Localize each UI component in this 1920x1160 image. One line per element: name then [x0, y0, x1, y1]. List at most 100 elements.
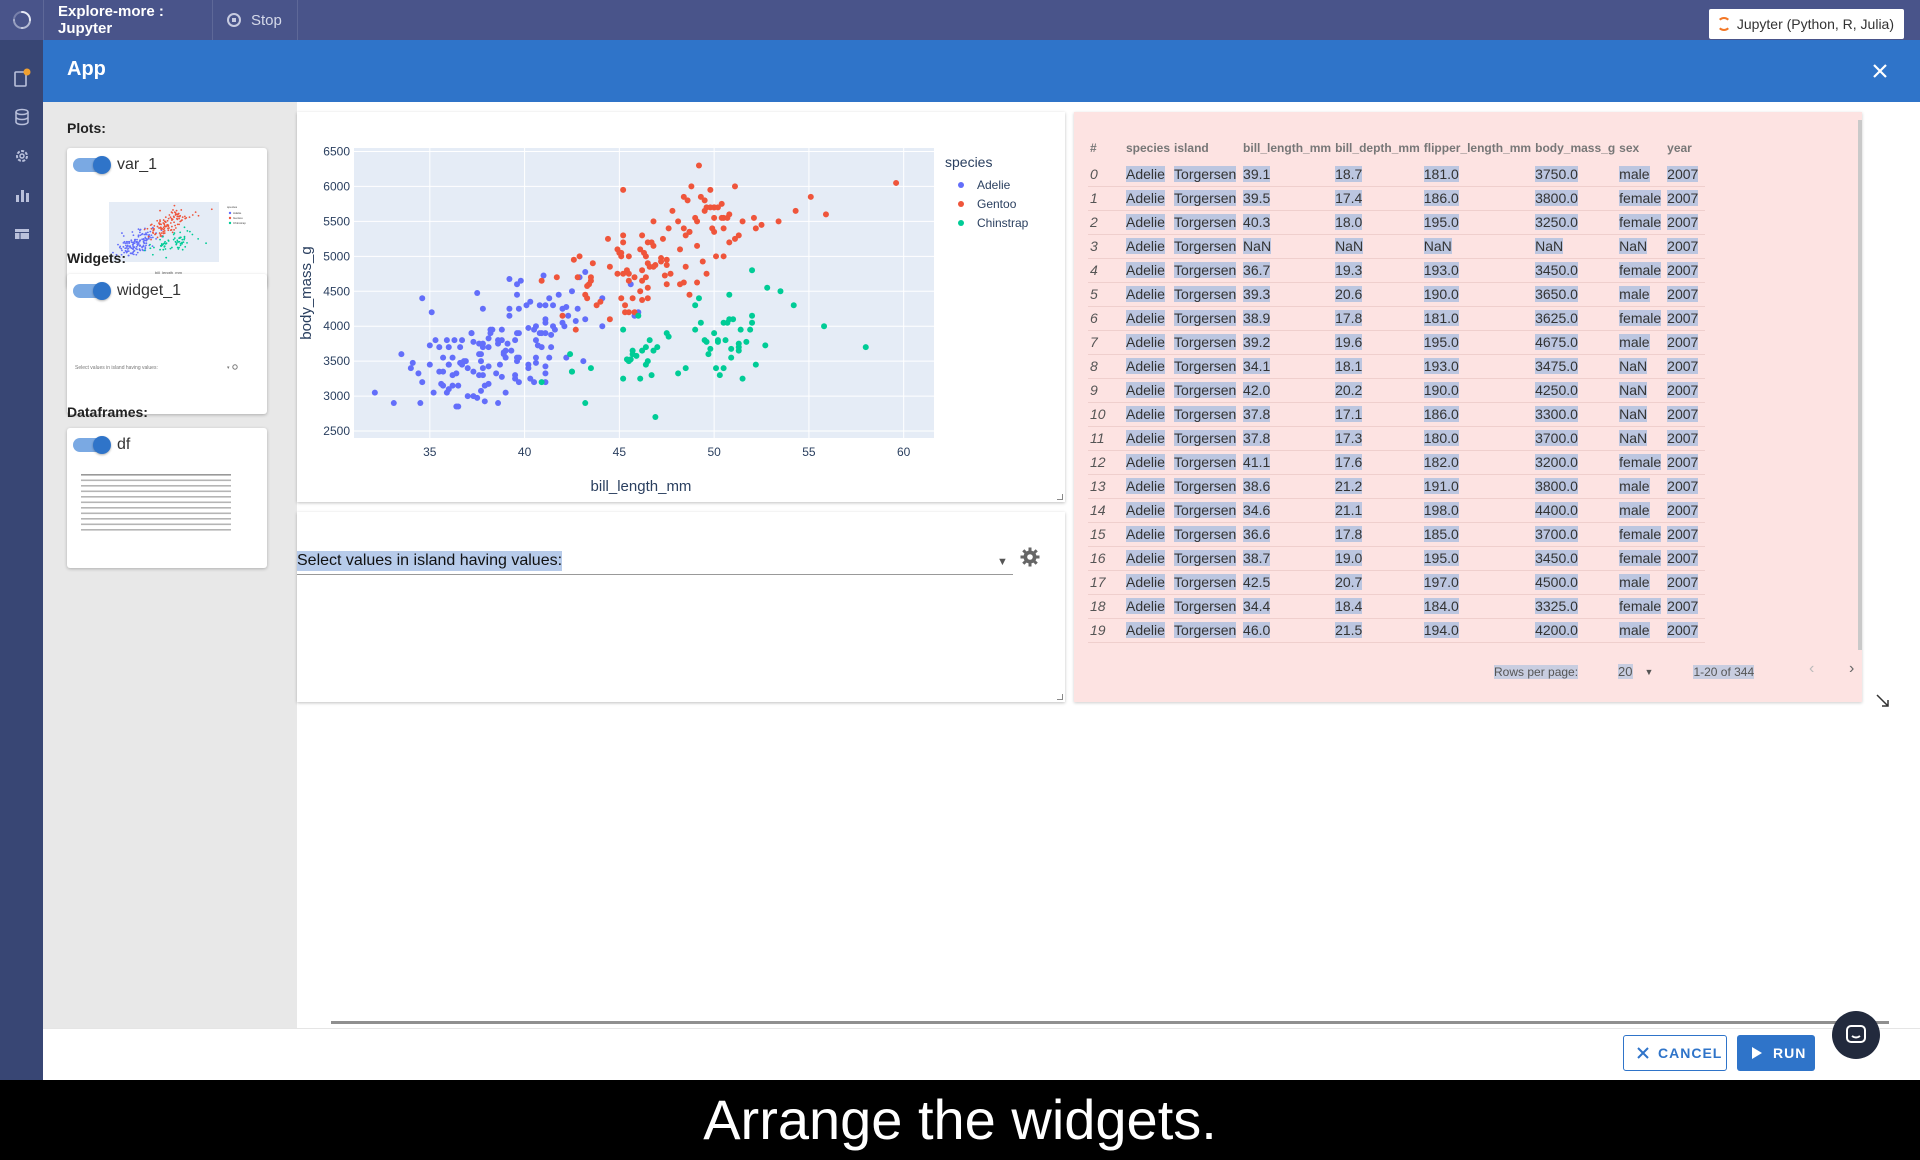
- rows-per-page-select[interactable]: 20: [1618, 664, 1633, 679]
- data-point-adelie[interactable]: [417, 400, 424, 407]
- data-point-gentoo[interactable]: [694, 218, 701, 225]
- horizontal-scrollbar[interactable]: [331, 1021, 1889, 1024]
- data-point-adelie[interactable]: [426, 361, 433, 368]
- data-point-adelie[interactable]: [470, 338, 477, 345]
- table-resize-handle[interactable]: [1876, 694, 1890, 708]
- data-point-gentoo[interactable]: [680, 193, 687, 200]
- plot-card-var-1[interactable]: var_1 species Adelie Gentoo Chinstrap bill_…: [67, 148, 267, 288]
- data-point-gentoo[interactable]: [625, 253, 632, 260]
- data-point-gentoo[interactable]: [663, 256, 670, 263]
- chat-button[interactable]: [1832, 1011, 1880, 1059]
- data-point-adelie[interactable]: [457, 359, 464, 366]
- data-point-gentoo[interactable]: [637, 246, 644, 253]
- table-row[interactable]: 17 Adelie Torgersen 42.5 20.7 197.0 4500.0 male…: [1088, 570, 1706, 595]
- data-point-gentoo[interactable]: [713, 253, 720, 260]
- table-row[interactable]: 3 Adelie Torgersen NaN NaN NaN NaN NaN 2007: [1088, 234, 1706, 259]
- run-button[interactable]: RUN: [1737, 1035, 1815, 1071]
- dataframe-visibility-toggle[interactable]: [73, 436, 111, 454]
- data-point-gentoo[interactable]: [618, 295, 625, 302]
- data-point-gentoo[interactable]: [650, 242, 657, 249]
- data-point-chinstrap[interactable]: [749, 319, 756, 326]
- table-row[interactable]: 12 Adelie Torgersen 41.1 17.6 182.0 3200.0 fema…: [1088, 450, 1706, 475]
- data-point-adelie[interactable]: [563, 303, 570, 310]
- data-point-adelie[interactable]: [542, 330, 549, 337]
- data-point-gentoo[interactable]: [663, 262, 670, 269]
- table-row[interactable]: 6 Adelie Torgersen 38.9 17.8 181.0 3625.0 femal…: [1088, 306, 1706, 331]
- data-point-chinstrap[interactable]: [713, 365, 720, 372]
- data-point-adelie[interactable]: [514, 281, 521, 288]
- data-point-adelie[interactable]: [542, 370, 549, 377]
- select-label[interactable]: Select values in island having values:: [297, 551, 563, 571]
- data-point-adelie[interactable]: [449, 382, 456, 389]
- data-point-gentoo[interactable]: [701, 207, 708, 214]
- data-point-gentoo[interactable]: [682, 263, 689, 270]
- data-point-gentoo[interactable]: [694, 279, 701, 286]
- data-point-gentoo[interactable]: [639, 277, 646, 284]
- column-header[interactable]: bill_depth_mm: [1335, 141, 1420, 155]
- data-point-gentoo[interactable]: [620, 239, 627, 246]
- table-row[interactable]: 8 Adelie Torgersen 34.1 18.1 193.0 3475.0 NaN 20…: [1088, 354, 1706, 379]
- data-point-adelie[interactable]: [485, 380, 492, 387]
- data-point-adelie[interactable]: [415, 370, 422, 377]
- data-point-chinstrap[interactable]: [703, 338, 710, 345]
- data-point-adelie[interactable]: [555, 291, 562, 298]
- data-point-adelie[interactable]: [525, 365, 532, 372]
- data-point-gentoo[interactable]: [665, 225, 672, 232]
- data-point-adelie[interactable]: [502, 389, 509, 396]
- data-point-gentoo[interactable]: [642, 253, 649, 260]
- data-point-chinstrap[interactable]: [538, 379, 545, 386]
- data-point-chinstrap[interactable]: [692, 302, 699, 309]
- data-point-adelie[interactable]: [485, 344, 492, 351]
- data-point-adelie[interactable]: [536, 330, 543, 337]
- data-point-adelie[interactable]: [550, 323, 557, 330]
- data-point-adelie[interactable]: [438, 380, 445, 387]
- data-point-gentoo[interactable]: [684, 197, 691, 204]
- data-point-gentoo[interactable]: [620, 186, 627, 193]
- data-point-adelie[interactable]: [506, 312, 513, 319]
- plot-widget[interactable]: 35 40 45 50 55 60 2500 3000 3500 4000 4500 5000 550…: [297, 112, 1065, 502]
- plot-resize-handle[interactable]: [1057, 494, 1063, 500]
- data-point-chinstrap[interactable]: [697, 319, 704, 326]
- data-point-gentoo[interactable]: [707, 186, 714, 193]
- data-point-chinstrap[interactable]: [749, 267, 756, 274]
- table-row[interactable]: 13 Adelie Torgersen 38.6 21.2 191.0 3800.0 male…: [1088, 474, 1706, 499]
- data-point-adelie[interactable]: [445, 344, 452, 351]
- data-point-chinstrap[interactable]: [567, 351, 574, 358]
- table-row[interactable]: 16 Adelie Torgersen 38.7 19.0 195.0 3450.0 fema…: [1088, 546, 1706, 571]
- data-point-gentoo[interactable]: [720, 225, 727, 232]
- data-point-gentoo[interactable]: [644, 295, 651, 302]
- data-point-gentoo[interactable]: [629, 295, 636, 302]
- data-point-adelie[interactable]: [550, 302, 557, 309]
- next-page-icon[interactable]: ›: [1849, 660, 1855, 677]
- column-header[interactable]: species: [1126, 141, 1171, 155]
- data-point-adelie[interactable]: [455, 382, 462, 389]
- data-point-gentoo[interactable]: [752, 225, 759, 232]
- data-point-gentoo[interactable]: [697, 193, 704, 200]
- data-point-gentoo[interactable]: [584, 283, 591, 290]
- tab-app-session[interactable]: Explore-more : Jupyter: [43, 0, 213, 40]
- data-point-adelie[interactable]: [470, 393, 477, 400]
- data-point-adelie[interactable]: [599, 323, 606, 330]
- data-point-chinstrap[interactable]: [587, 365, 594, 372]
- data-point-adelie[interactable]: [582, 269, 589, 276]
- legend-marker[interactable]: [958, 220, 964, 226]
- data-point-adelie[interactable]: [532, 354, 539, 361]
- data-point-adelie[interactable]: [515, 354, 522, 361]
- data-point-adelie[interactable]: [574, 305, 581, 312]
- data-point-gentoo[interactable]: [597, 298, 604, 305]
- data-point-adelie[interactable]: [514, 330, 521, 337]
- database-icon[interactable]: [12, 107, 32, 127]
- widget-visibility-toggle[interactable]: [73, 282, 111, 300]
- data-point-chinstrap[interactable]: [743, 338, 750, 345]
- data-point-gentoo[interactable]: [714, 204, 721, 211]
- table-row[interactable]: 7 Adelie Torgersen 39.2 19.6 195.0 4675.0 male 2…: [1088, 330, 1706, 355]
- legend-label[interactable]: Chinstrap: [977, 216, 1029, 230]
- data-point-gentoo[interactable]: [686, 291, 693, 298]
- data-point-gentoo[interactable]: [701, 197, 708, 204]
- data-point-chinstrap[interactable]: [722, 337, 729, 344]
- data-point-adelie[interactable]: [548, 331, 555, 338]
- data-point-adelie[interactable]: [514, 291, 521, 298]
- data-point-adelie[interactable]: [419, 295, 426, 302]
- data-point-adelie[interactable]: [407, 365, 414, 372]
- data-point-adelie[interactable]: [477, 358, 484, 365]
